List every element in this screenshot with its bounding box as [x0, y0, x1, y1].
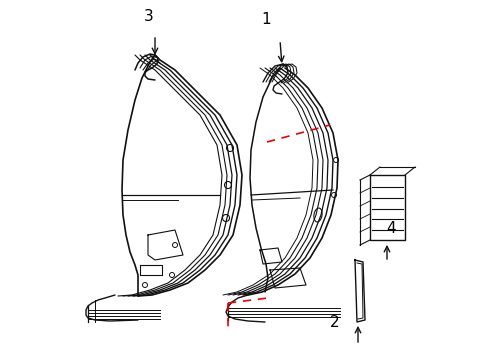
Text: 1: 1	[261, 12, 271, 27]
Text: 2: 2	[329, 315, 339, 330]
Text: 4: 4	[386, 221, 395, 236]
Text: 3: 3	[144, 9, 154, 24]
